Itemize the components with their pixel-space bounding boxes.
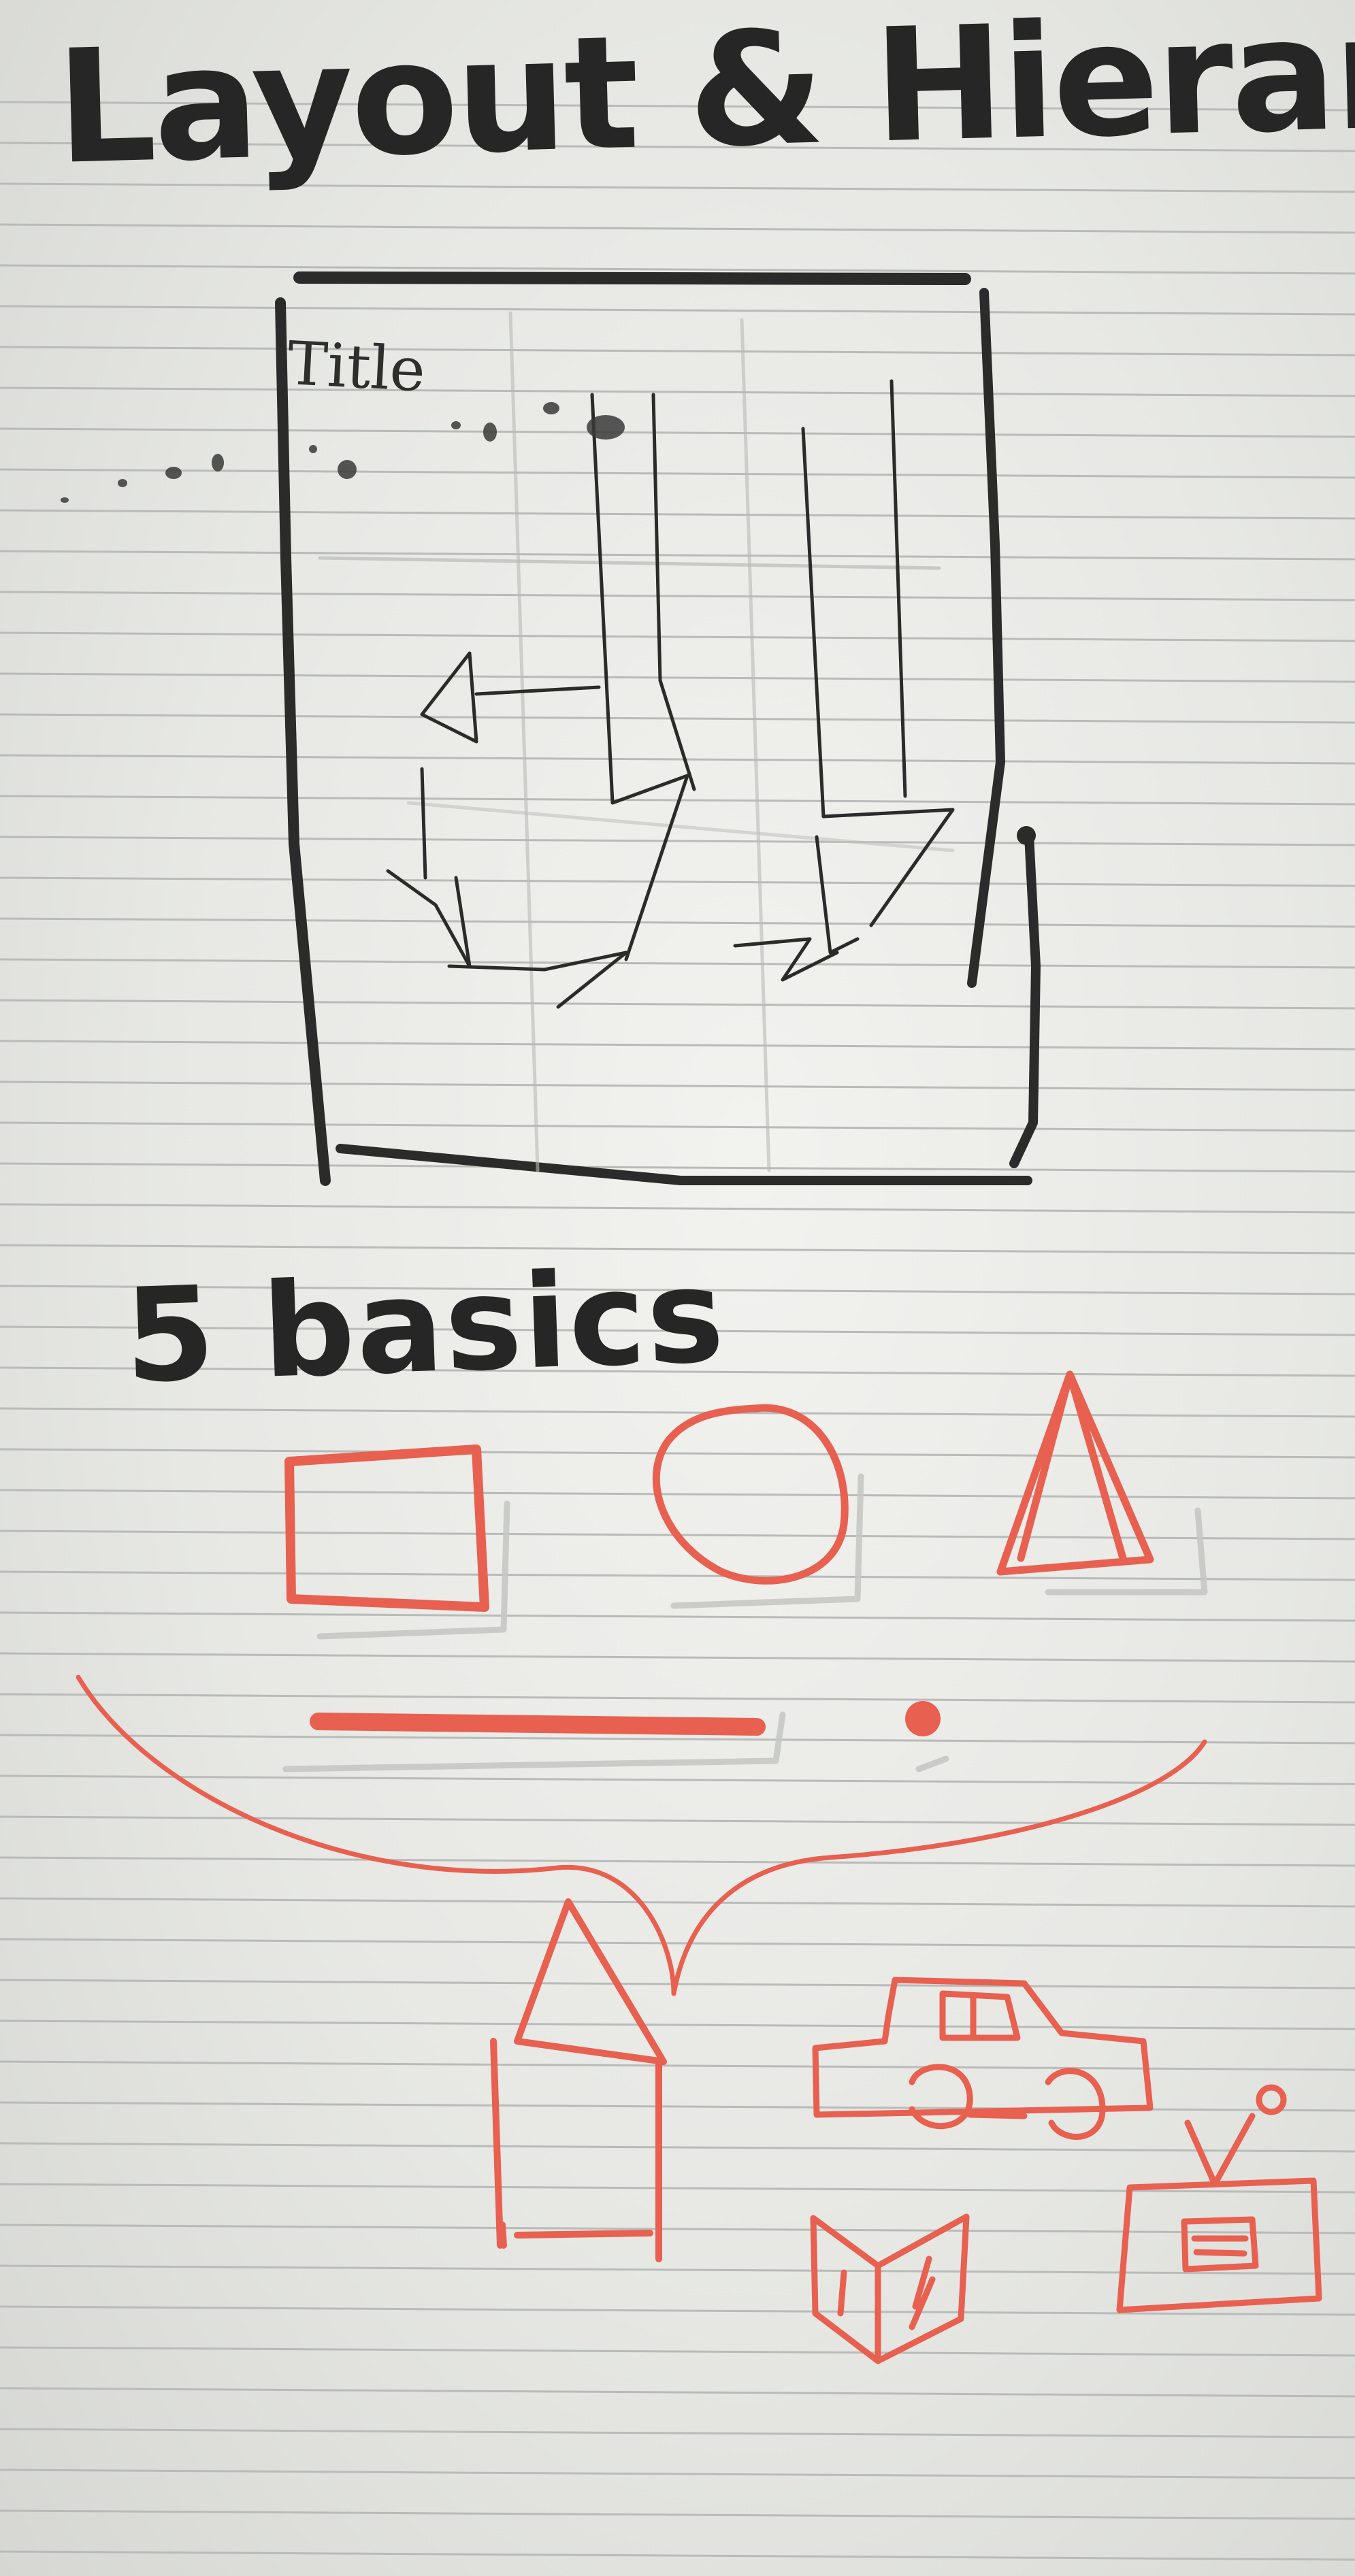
ruled-line — [0, 1774, 1355, 1785]
house-drawing — [490, 1898, 667, 2262]
ruled-line — [0, 2019, 1355, 2030]
ruled-line — [0, 101, 1355, 112]
ruled-line — [0, 1080, 1355, 1091]
ruled-line — [0, 1203, 1355, 1214]
ruled-line — [0, 1366, 1355, 1377]
ruled-line — [0, 2305, 1355, 2316]
ruled-line — [0, 468, 1355, 479]
ruled-line — [0, 2346, 1355, 2357]
ruled-line — [0, 713, 1355, 724]
ruled-line — [0, 1285, 1355, 1295]
ruled-line — [0, 2264, 1355, 2275]
ruled-line — [0, 427, 1355, 438]
ruled-line — [0, 509, 1355, 520]
curly-brace — [76, 1674, 1207, 1996]
ruled-line — [0, 142, 1355, 152]
ruled-line — [0, 1407, 1355, 1418]
ruled-line — [0, 264, 1355, 275]
ruled-line — [0, 591, 1355, 601]
ruled-line — [0, 1244, 1355, 1255]
ruled-line — [0, 346, 1355, 357]
square-shape — [284, 1444, 489, 1612]
television-drawing — [1116, 2084, 1322, 2313]
ruled-line — [0, 1121, 1355, 1132]
ruled-line — [0, 1040, 1355, 1051]
flow-arrows — [386, 379, 955, 1009]
ruled-line — [0, 2387, 1355, 2398]
ruled-line — [0, 1489, 1355, 1500]
ruled-line — [0, 2468, 1355, 2479]
ruled-line — [0, 1938, 1355, 1949]
ruled-line — [0, 1652, 1355, 1663]
ruled-line — [0, 1734, 1355, 1745]
book-drawing — [810, 2213, 970, 2364]
ruled-line — [0, 2509, 1355, 2520]
ruled-line — [0, 2550, 1355, 2561]
ruled-line — [0, 836, 1355, 846]
car-drawing — [812, 1977, 1154, 2140]
ruled-line — [0, 2428, 1355, 2439]
line-shape — [310, 1713, 766, 1736]
ruled-line — [0, 876, 1355, 887]
ruled-line — [0, 754, 1355, 765]
ruled-line — [0, 631, 1355, 642]
ruled-line — [0, 550, 1355, 561]
ruled-line — [0, 1897, 1355, 1908]
ruled-line — [0, 1611, 1355, 1622]
triangle-shape — [996, 1370, 1154, 1576]
circle-shape — [652, 1404, 849, 1585]
ruled-line — [0, 672, 1355, 683]
ruled-line — [0, 1325, 1355, 1336]
ruled-line — [0, 1815, 1355, 1826]
ruled-line — [0, 917, 1355, 928]
ruled-line — [0, 2060, 1355, 2071]
ruled-line — [0, 2224, 1355, 2234]
ink-smudges — [61, 402, 625, 503]
dot-shape — [905, 1701, 941, 1736]
ruled-line — [0, 1448, 1355, 1459]
ruled-line — [0, 182, 1355, 193]
ruled-line — [0, 1856, 1355, 1867]
ruled-line — [0, 386, 1355, 397]
wireframe-frame — [293, 271, 971, 285]
ruled-line — [0, 305, 1355, 316]
ruled-line — [0, 1570, 1355, 1581]
ruled-line — [0, 958, 1355, 969]
ruled-line — [0, 2142, 1355, 2153]
ruled-line — [0, 1162, 1355, 1173]
ruled-line — [0, 223, 1355, 234]
ruled-line — [0, 1693, 1355, 1704]
ruled-line — [0, 999, 1355, 1010]
